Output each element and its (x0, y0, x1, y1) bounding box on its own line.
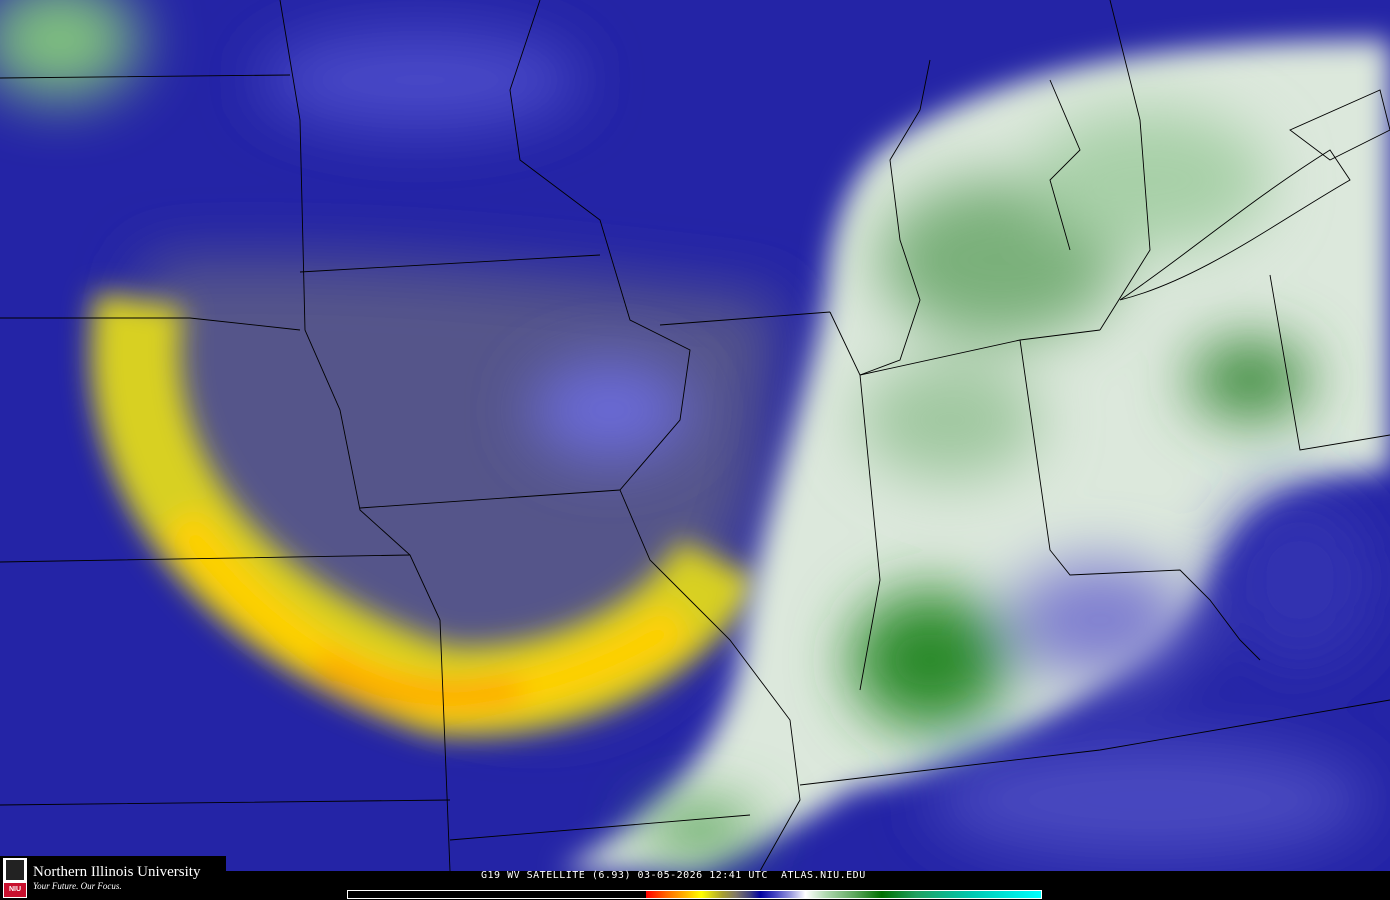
green-cloud-regions (530, 110, 1380, 860)
yellow-dry-band (90, 292, 761, 737)
niu-logo: NIU Northern Illinois University Your Fu… (0, 856, 226, 900)
university-tagline: Your Future. Our Focus. (33, 881, 122, 891)
water-vapor-satellite-map (0, 0, 1390, 871)
state-borders (0, 0, 1390, 871)
color-scale-bar (347, 890, 1042, 899)
niu-seal-icon: NIU (3, 858, 27, 898)
university-name: Northern Illinois University (33, 864, 201, 880)
image-caption: G19 WV SATELLITE (6.93) 03-05-2026 12:41… (481, 870, 866, 881)
